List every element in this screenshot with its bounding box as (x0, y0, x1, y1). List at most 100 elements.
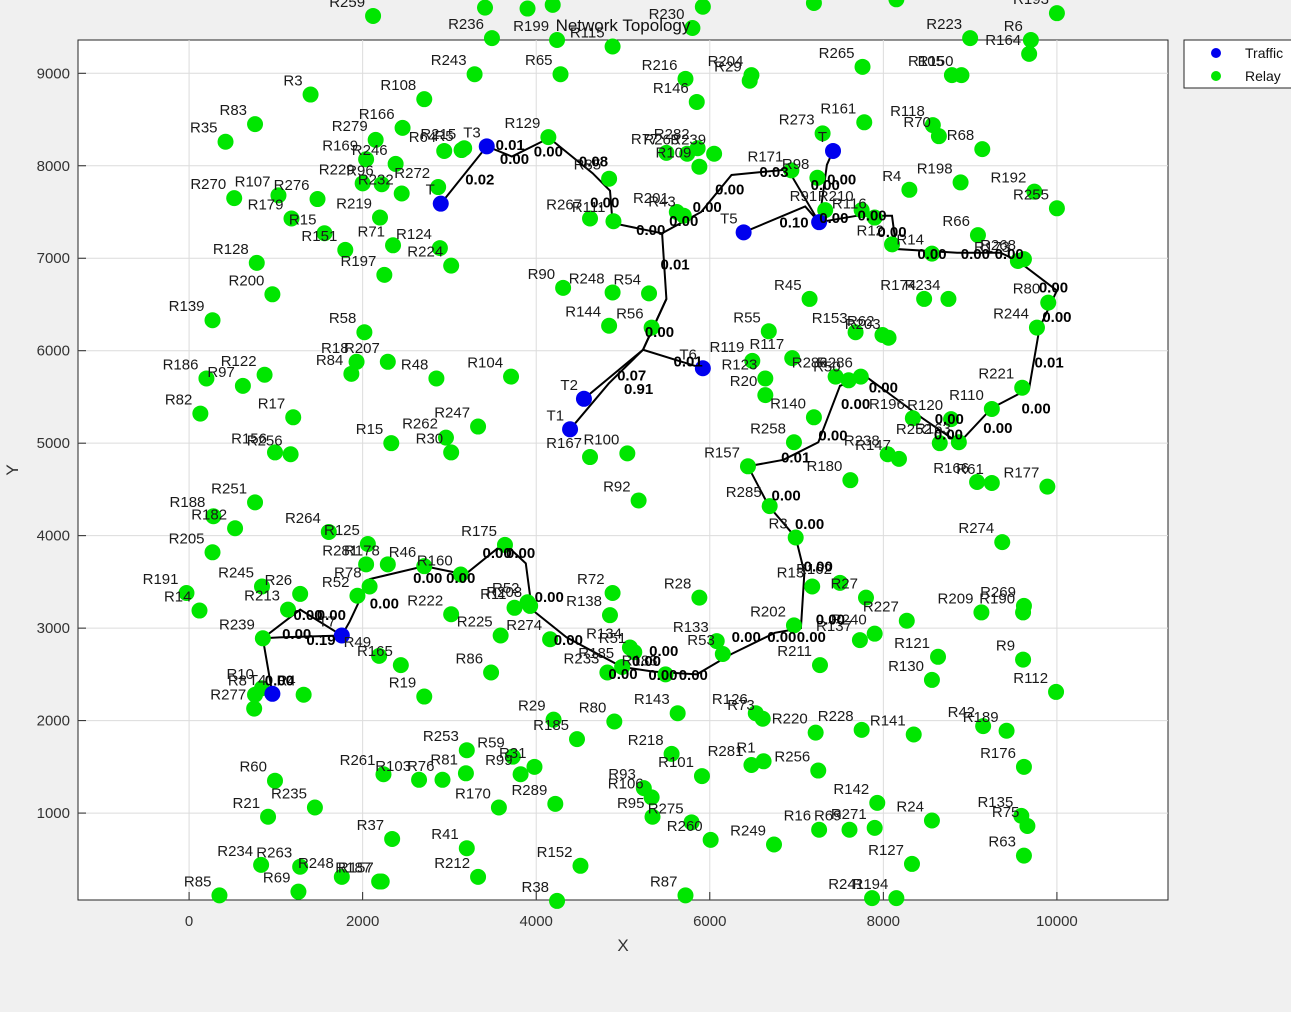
edge-weight-label: 0.00 (961, 246, 990, 263)
relay-node-label: R191 (143, 571, 179, 588)
relay-node-marker (204, 544, 221, 561)
relay-node-label: R42 (948, 704, 976, 721)
traffic-node-label: T6 (679, 346, 697, 363)
y-tick-label: 3000 (37, 620, 70, 637)
relay-node-label: R243 (431, 52, 467, 69)
relay-node-label: R107 (235, 173, 271, 190)
relay-node-marker (814, 125, 831, 142)
y-tick-label: 4000 (37, 528, 70, 545)
relay-node-label: R202 (750, 603, 786, 620)
relay-node-marker (641, 285, 658, 302)
relay-node-marker (606, 713, 623, 730)
legend-traffic-marker (1211, 48, 1221, 58)
relay-node-marker (1021, 45, 1038, 62)
relay-node-marker (270, 187, 287, 204)
relay-node-label: R130 (888, 658, 924, 675)
relay-node-label: R17 (258, 395, 286, 412)
relay-node-label: R220 (772, 711, 808, 728)
relay-node-marker (306, 799, 323, 816)
relay-node-marker (430, 179, 447, 196)
edge-weight-label: 0.00 (995, 246, 1024, 263)
relay-node-marker (1019, 818, 1036, 835)
relay-node-marker (470, 868, 487, 885)
relay-node-marker (619, 445, 636, 462)
relay-node-marker (496, 536, 513, 553)
edge-weight-label: 0.00 (1039, 279, 1068, 296)
relay-node-label: R139 (169, 298, 205, 315)
relay-node-marker (691, 158, 708, 175)
relay-node-marker (983, 400, 1000, 417)
relay-node-marker (358, 151, 375, 168)
relay-node-marker (754, 710, 771, 727)
relay-node-label: R240 (831, 612, 867, 629)
relay-node-marker (549, 32, 566, 48)
relay-node-label: R82 (165, 392, 193, 409)
chart-title: Network Topology (556, 16, 691, 35)
relay-node-label: R227 (863, 599, 899, 616)
relay-node-label: R61 (956, 461, 984, 478)
relay-node-label: R11 (480, 586, 506, 603)
edge-weight-label: 0.91 (624, 381, 653, 398)
relay-node-label: R277 (210, 687, 246, 704)
relay-node-marker (1048, 683, 1065, 700)
relay-node-label: R282 (654, 126, 690, 143)
edge-weight-label: 0.00 (795, 516, 824, 533)
relay-node-label: R152 (537, 844, 573, 861)
relay-node-label: R262 (402, 416, 438, 433)
relay-node-label: R45 (774, 277, 802, 294)
path-polyline (262, 608, 343, 640)
relay-node-label: R125 (324, 522, 360, 539)
traffic-node-marker (575, 390, 592, 407)
relay-node-label: R218 (628, 732, 664, 749)
relay-node-label: R8 (228, 673, 247, 690)
relay-node-marker (880, 329, 897, 346)
legend-relay-label: Relay (1245, 68, 1281, 84)
relay-node-label: R72 (577, 571, 605, 588)
relay-node-label: R73 (727, 697, 755, 714)
relay-node-label: R28 (664, 576, 692, 593)
relay-node-marker (601, 607, 618, 624)
relay-node-label: R178 (344, 542, 380, 559)
relay-node-label: R190 (979, 590, 1015, 607)
relay-node-label: R105 (908, 53, 944, 70)
relay-node-label: R177 (1004, 465, 1040, 482)
relay-node-marker (853, 721, 870, 738)
relay-node-marker (348, 353, 365, 370)
relay-node-marker (320, 523, 337, 540)
relay-node-marker (470, 418, 487, 435)
relay-node-label: R157 (338, 860, 374, 877)
relay-node-label: R151 (301, 228, 337, 245)
relay-node-marker (739, 458, 756, 475)
relay-node-marker (343, 365, 360, 382)
relay-node-label: R194 (853, 876, 889, 893)
relay-node-label: R29 (518, 698, 546, 715)
relay-node-label: R96 (346, 162, 374, 179)
relay-node-label: R215 (420, 126, 456, 143)
relay-node-label: R52 (492, 580, 520, 597)
relay-node-marker (604, 38, 621, 55)
relay-node-marker (519, 594, 536, 611)
relay-node-marker (601, 317, 618, 334)
relay-node-marker (1048, 5, 1065, 22)
relay-nodes (178, 0, 1065, 909)
relay-node-marker (416, 91, 433, 108)
relay-node-label: R108 (380, 77, 416, 94)
relay-node-label: R37 (357, 817, 385, 834)
relay-node-marker (292, 858, 309, 875)
relay-node-marker (582, 210, 599, 227)
relay-node-marker (416, 688, 433, 705)
relay-node-marker (247, 116, 264, 133)
edge-weight-label: 0.00 (534, 144, 563, 161)
relay-node-marker (805, 0, 822, 12)
relay-node-label: R272 (394, 165, 430, 182)
relay-node-marker (804, 578, 821, 595)
relay-node-marker (888, 0, 905, 8)
relay-node-marker (691, 589, 708, 606)
relay-node-label: R19 (389, 675, 417, 692)
relay-node-label: R80 (1013, 281, 1041, 298)
traffic-node-marker (432, 195, 449, 212)
relay-node-marker (605, 213, 622, 230)
relay-node-label: R252 (896, 421, 932, 438)
traffic-node-marker (825, 142, 842, 159)
relay-node-marker (316, 225, 333, 242)
